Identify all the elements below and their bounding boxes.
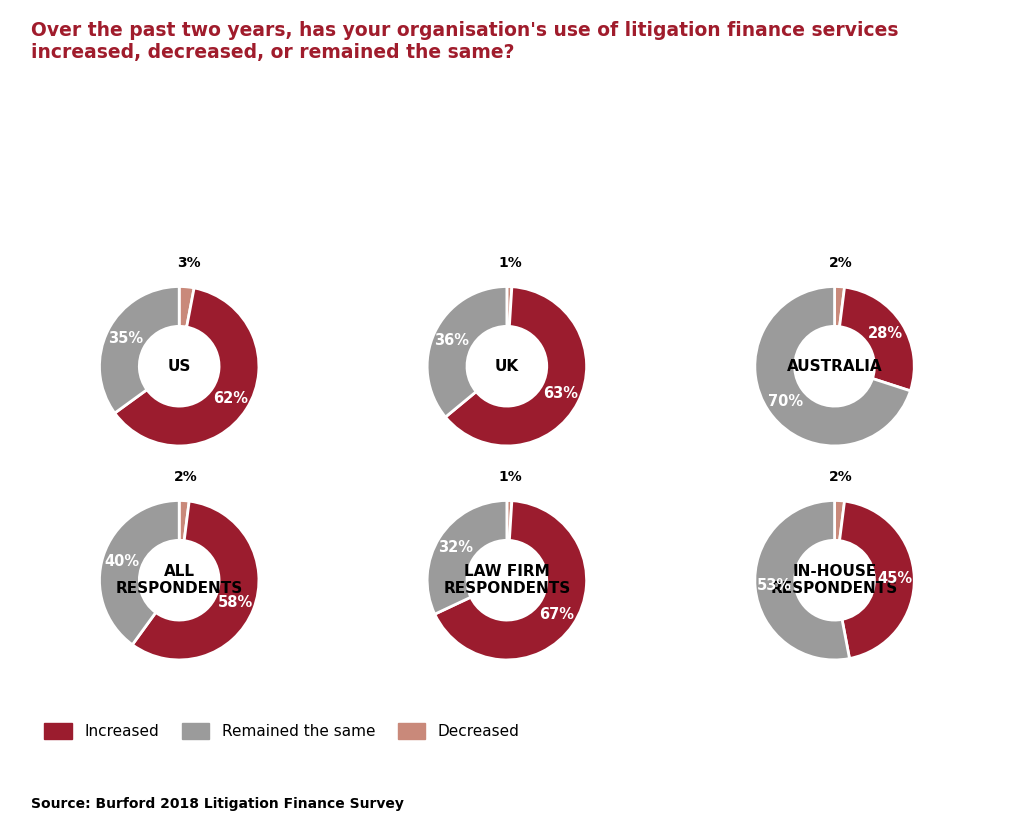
Text: 1%: 1%: [499, 470, 522, 484]
Text: 32%: 32%: [438, 540, 473, 556]
Text: 3%: 3%: [177, 256, 201, 270]
Wedge shape: [99, 286, 179, 413]
Wedge shape: [435, 500, 587, 660]
Text: 58%: 58%: [218, 595, 253, 610]
Wedge shape: [99, 500, 179, 644]
Text: 67%: 67%: [540, 607, 574, 621]
Text: Over the past two years, has your organisation's use of litigation finance servi: Over the past two years, has your organi…: [31, 21, 898, 62]
Text: AUSTRALIA: AUSTRALIA: [786, 359, 883, 374]
Text: UK: UK: [495, 359, 519, 374]
Text: US: US: [168, 359, 190, 374]
Text: ALL
RESPONDENTS: ALL RESPONDENTS: [116, 564, 243, 597]
Text: 70%: 70%: [768, 394, 803, 409]
Text: 53%: 53%: [757, 579, 792, 593]
Wedge shape: [507, 286, 512, 327]
Wedge shape: [179, 286, 195, 327]
Text: 35%: 35%: [108, 331, 142, 346]
Legend: Increased, Remained the same, Decreased: Increased, Remained the same, Decreased: [38, 717, 525, 746]
Text: 1%: 1%: [499, 256, 522, 270]
Wedge shape: [835, 286, 845, 327]
Text: 62%: 62%: [213, 391, 248, 407]
Text: Source: Burford 2018 Litigation Finance Survey: Source: Burford 2018 Litigation Finance …: [31, 797, 403, 811]
Text: 36%: 36%: [434, 333, 470, 348]
Wedge shape: [445, 286, 587, 446]
Wedge shape: [427, 286, 507, 417]
Wedge shape: [427, 500, 507, 614]
Wedge shape: [755, 286, 910, 446]
Wedge shape: [840, 501, 914, 658]
Text: LAW FIRM
RESPONDENTS: LAW FIRM RESPONDENTS: [443, 564, 570, 597]
Text: IN-HOUSE
RESPONDENTS: IN-HOUSE RESPONDENTS: [771, 564, 898, 597]
Wedge shape: [132, 501, 259, 660]
Text: 63%: 63%: [544, 386, 579, 402]
Text: 2%: 2%: [829, 470, 853, 484]
Wedge shape: [507, 500, 512, 541]
Wedge shape: [840, 287, 914, 391]
Text: 28%: 28%: [868, 326, 903, 342]
Wedge shape: [835, 500, 845, 541]
Wedge shape: [755, 500, 850, 660]
Text: 45%: 45%: [878, 571, 912, 586]
Text: 2%: 2%: [174, 470, 198, 484]
Text: 40%: 40%: [104, 554, 139, 569]
Text: 2%: 2%: [829, 256, 853, 270]
Wedge shape: [115, 288, 259, 446]
Wedge shape: [179, 500, 189, 541]
